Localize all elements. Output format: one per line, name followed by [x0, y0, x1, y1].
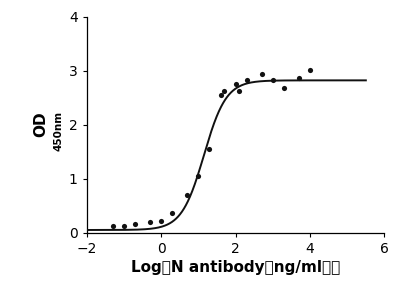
Point [121, 224, 127, 229]
X-axis label: Log（N antibody（ng/ml））: Log（N antibody（ng/ml）） [131, 260, 340, 275]
Point [307, 67, 313, 72]
Point [169, 211, 176, 216]
Point [184, 192, 190, 197]
Text: OD: OD [33, 112, 48, 138]
Point [218, 93, 224, 97]
Text: 450nm: 450nm [53, 111, 63, 151]
Point [132, 221, 138, 226]
Point [158, 219, 164, 223]
Point [110, 223, 116, 228]
Point [270, 78, 276, 82]
Point [281, 86, 287, 90]
Point [258, 72, 265, 77]
Point [236, 89, 242, 94]
Point [244, 78, 250, 83]
Point [296, 76, 302, 80]
Point [206, 147, 213, 151]
Point [195, 174, 202, 178]
Point [221, 88, 228, 93]
Point [147, 220, 153, 224]
Point [232, 82, 239, 86]
